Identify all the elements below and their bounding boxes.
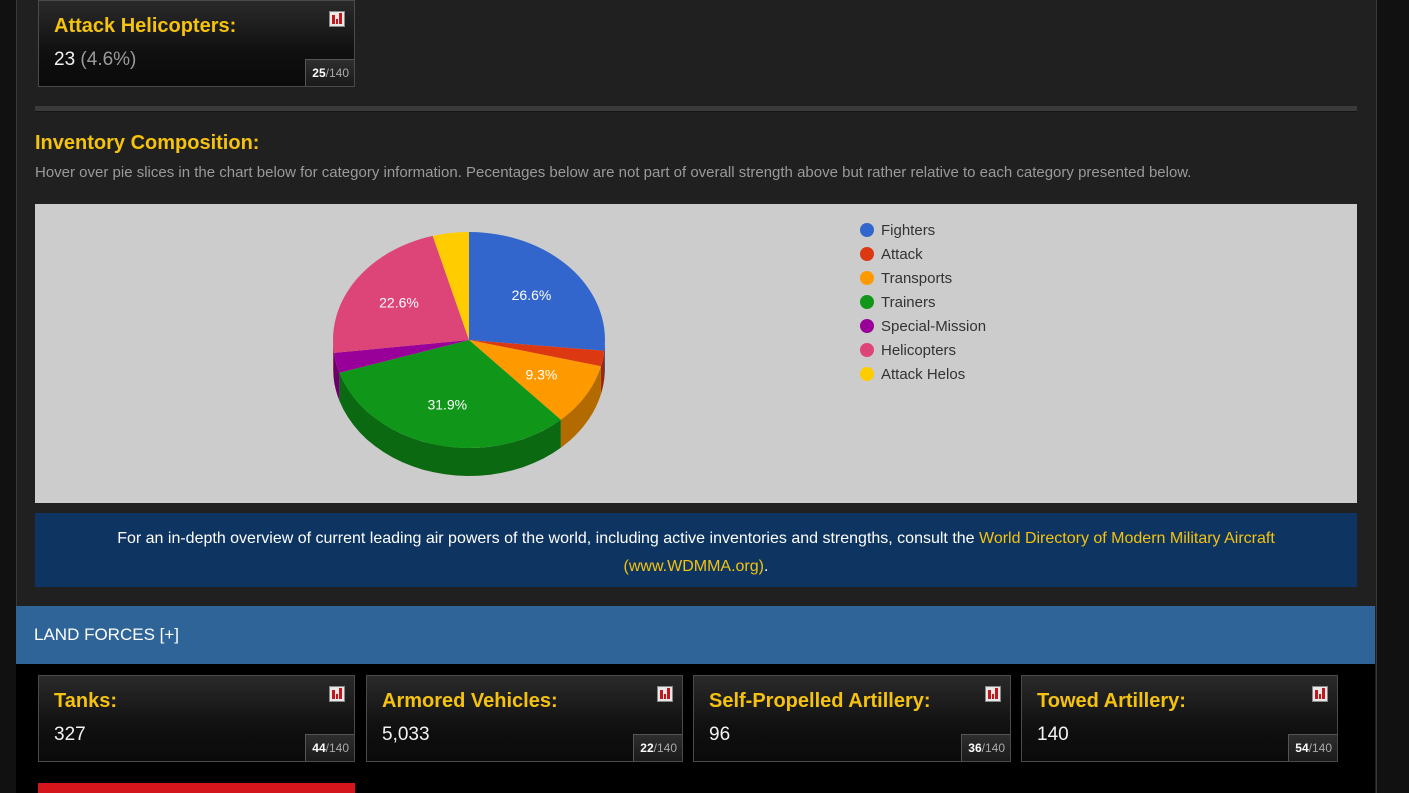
towed-artillery-card: Towed Artillery: 140 54/140 xyxy=(1021,675,1338,762)
card-value-percent: (4.6%) xyxy=(80,49,137,70)
legend-swatch xyxy=(860,271,874,285)
legend-label: Fighters xyxy=(881,221,936,239)
pie-slice-helicopters[interactable] xyxy=(333,235,469,353)
rank-total: /140 xyxy=(981,741,1005,755)
info-bar-tail: . xyxy=(763,558,769,575)
pie-slice-trainers[interactable] xyxy=(339,340,561,449)
rank-number: 22 xyxy=(640,741,654,755)
pie-data-label: 31.9% xyxy=(427,397,467,413)
legend-item[interactable]: Fighters xyxy=(860,218,986,242)
pie-slice-attack[interactable] xyxy=(469,340,605,367)
legend-item[interactable]: Helicopters xyxy=(860,338,986,362)
card-title: Towed Artillery: xyxy=(1037,690,1186,712)
bar-chart-icon[interactable] xyxy=(329,11,345,27)
bar-chart-icon[interactable] xyxy=(329,686,345,702)
pie-side-special-mission xyxy=(334,352,340,401)
card-value: 140 xyxy=(1037,724,1069,745)
pie-slice-transports[interactable] xyxy=(469,340,601,420)
legend-swatch xyxy=(860,295,874,309)
armored-vehicles-card: Armored Vehicles: 5,033 22/140 xyxy=(366,675,683,762)
rank-total: /140 xyxy=(325,741,349,755)
legend-item[interactable]: Attack Helos xyxy=(860,362,986,386)
pie-chart-svg: 26.6% 9.3% 31.9% 22.6% xyxy=(333,231,605,476)
legend-item[interactable]: Attack xyxy=(860,242,986,266)
pie-slice-special-mission[interactable] xyxy=(334,340,469,373)
pie-side-attack xyxy=(600,350,605,395)
info-bar-text: For an in-depth overview of current lead… xyxy=(117,530,979,547)
wdmma-info-bar: For an in-depth overview of current lead… xyxy=(35,513,1357,587)
rank-badge: 54/140 xyxy=(1288,734,1337,761)
card-title: Armored Vehicles: xyxy=(382,690,558,712)
rank-total: /140 xyxy=(1308,741,1332,755)
bar-chart-icon[interactable] xyxy=(657,686,673,702)
inventory-composition-description: Hover over pie slices in the chart below… xyxy=(35,164,1192,181)
card-value-number: 23 xyxy=(54,49,76,70)
card-title: Tanks: xyxy=(54,690,117,712)
wdmma-link[interactable]: World Directory of Modern Military Aircr… xyxy=(623,530,1275,575)
rank-badge: 36/140 xyxy=(961,734,1010,761)
rank-total: /140 xyxy=(325,66,349,80)
legend-label: Attack Helos xyxy=(881,365,966,383)
pie-side-fighters xyxy=(604,340,605,379)
inventory-pie-chart: 26.6% 9.3% 31.9% 22.6% Fighters Attack Transp… xyxy=(35,204,1357,503)
next-card-header xyxy=(38,783,355,793)
legend-item[interactable]: Trainers xyxy=(860,290,986,314)
land-forces-header[interactable]: LAND FORCES [+] xyxy=(16,606,1375,664)
section-divider xyxy=(35,106,1357,112)
pie-slice-attack-helos[interactable] xyxy=(432,231,469,340)
legend-label: Attack xyxy=(881,245,923,263)
tanks-card: Tanks: 327 44/140 xyxy=(38,675,355,762)
pie-data-label: 9.3% xyxy=(525,366,557,382)
self-propelled-artillery-card: Self-Propelled Artillery: 96 36/140 xyxy=(693,675,1011,762)
pie-side-trainers xyxy=(339,372,561,476)
rank-number: 54 xyxy=(1295,741,1309,755)
legend-item[interactable]: Transports xyxy=(860,266,986,290)
card-title: Self-Propelled Artillery: xyxy=(709,690,931,712)
legend-swatch xyxy=(860,343,874,357)
attack-helicopters-card: Attack Helicopters: 23 (4.6%) 25/140 xyxy=(38,0,355,87)
land-forces-title: LAND FORCES [+] xyxy=(34,625,180,644)
legend-swatch xyxy=(860,247,874,261)
rank-badge: 25/140 xyxy=(305,59,354,86)
rank-number: 44 xyxy=(312,741,326,755)
rank-badge: 44/140 xyxy=(305,734,354,761)
card-value: 23 (4.6%) xyxy=(54,49,136,71)
bar-chart-icon[interactable] xyxy=(1312,686,1328,702)
pie-data-label: 26.6% xyxy=(512,287,552,303)
card-value: 327 xyxy=(54,724,86,745)
rank-number: 25 xyxy=(312,66,326,80)
inventory-composition-title: Inventory Composition: xyxy=(35,132,260,154)
legend-swatch xyxy=(860,223,874,237)
legend-label: Special-Mission xyxy=(881,317,987,335)
legend-label: Helicopters xyxy=(881,341,957,359)
legend-swatch xyxy=(860,319,874,333)
rank-badge: 22/140 xyxy=(633,734,682,761)
pie-data-label: 22.6% xyxy=(379,295,419,311)
legend-item[interactable]: Special-Mission xyxy=(860,314,986,338)
pie-side-helicopters xyxy=(333,340,334,381)
pie-side-transports xyxy=(560,366,601,448)
legend-label: Transports xyxy=(881,269,953,287)
chart-legend: Fighters Attack Transports Trainers Special-… xyxy=(860,218,986,386)
rank-total: /140 xyxy=(653,741,677,755)
bar-chart-icon[interactable] xyxy=(985,686,1001,702)
legend-label: Trainers xyxy=(881,293,936,311)
card-value: 96 xyxy=(709,724,731,745)
rank-number: 36 xyxy=(968,741,982,755)
card-title: Attack Helicopters: xyxy=(54,15,237,37)
legend-swatch xyxy=(860,367,874,381)
card-value: 5,033 xyxy=(382,724,430,745)
pie-slice-fighters[interactable] xyxy=(469,232,605,351)
